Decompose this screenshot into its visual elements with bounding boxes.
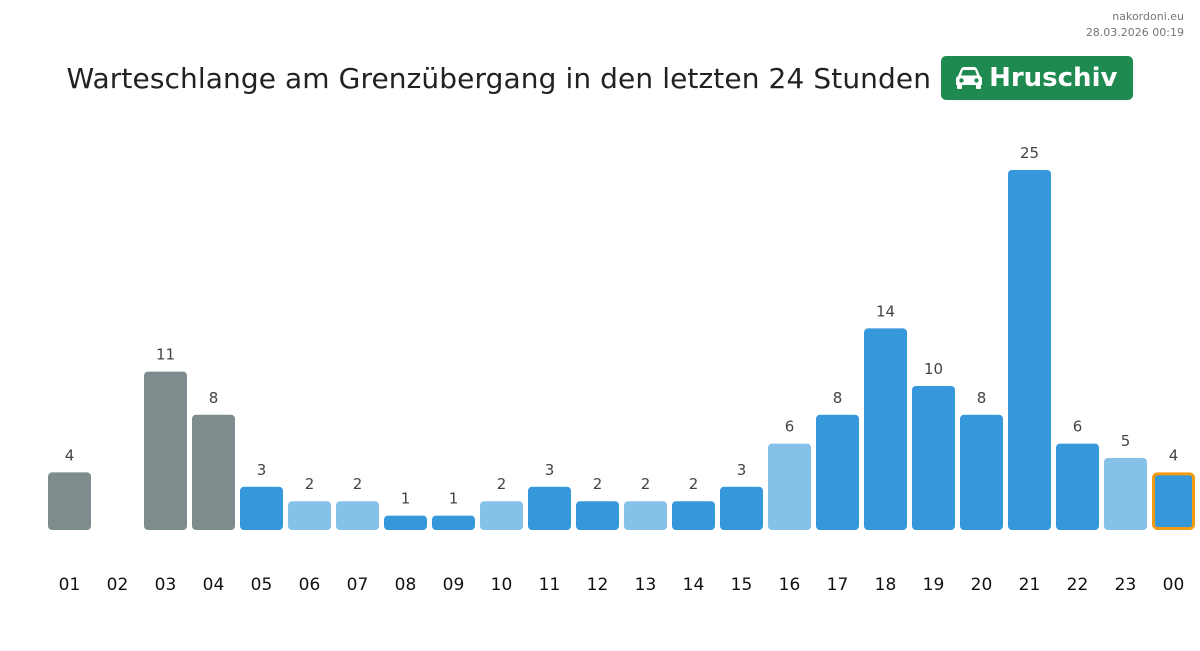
- value-label-16: 6: [785, 418, 795, 436]
- value-label-21: 25: [1020, 144, 1039, 162]
- title-row: Warteschlange am Grenzübergang in den le…: [0, 56, 1200, 100]
- tick-label-08: 08: [395, 575, 417, 595]
- value-label-09: 1: [449, 490, 459, 508]
- bar-05: [240, 486, 283, 530]
- value-label-18: 14: [876, 302, 895, 320]
- tick-label-21: 21: [1019, 575, 1041, 595]
- value-label-06: 2: [305, 475, 315, 493]
- value-label-12: 2: [593, 475, 603, 493]
- bar-11: [528, 486, 571, 530]
- value-label-04: 8: [209, 389, 219, 407]
- value-label-00: 4: [1169, 446, 1179, 464]
- tick-label-16: 16: [779, 575, 801, 595]
- bar-06: [288, 501, 331, 530]
- value-label-20: 8: [977, 389, 987, 407]
- value-label-13: 2: [641, 475, 651, 493]
- bar-21: [1008, 170, 1051, 530]
- tick-label-10: 10: [491, 575, 513, 595]
- tick-label-12: 12: [587, 575, 609, 595]
- bar-16: [768, 443, 811, 530]
- bar-20: [960, 414, 1003, 530]
- bar-14: [672, 501, 715, 530]
- value-label-14: 2: [689, 475, 699, 493]
- bar-03: [144, 371, 187, 530]
- value-label-17: 8: [833, 389, 843, 407]
- tick-label-02: 02: [107, 575, 129, 595]
- bar-08: [384, 515, 427, 530]
- tick-label-05: 05: [251, 575, 273, 595]
- tick-label-15: 15: [731, 575, 753, 595]
- bar-10: [480, 501, 523, 530]
- tick-label-07: 07: [347, 575, 369, 595]
- tick-label-23: 23: [1115, 575, 1137, 595]
- bar-23: [1104, 458, 1147, 530]
- bar-18: [864, 328, 907, 530]
- bar-07: [336, 501, 379, 530]
- bar-13: [624, 501, 667, 530]
- tick-label-18: 18: [875, 575, 897, 595]
- value-label-07: 2: [353, 475, 363, 493]
- tick-label-11: 11: [539, 575, 561, 595]
- value-label-15: 3: [737, 461, 747, 479]
- credit-site: nakordoni.eu: [1112, 10, 1184, 23]
- tick-label-09: 09: [443, 575, 465, 595]
- chart-title: Warteschlange am Grenzübergang in den le…: [66, 61, 932, 95]
- tick-label-20: 20: [971, 575, 993, 595]
- value-label-23: 5: [1121, 432, 1131, 450]
- tick-label-22: 22: [1067, 575, 1089, 595]
- bar-19: [912, 386, 955, 530]
- bar-17: [816, 414, 859, 530]
- tick-label-14: 14: [683, 575, 705, 595]
- value-label-19: 10: [924, 360, 943, 378]
- value-label-03: 11: [156, 346, 175, 364]
- tick-label-06: 06: [299, 575, 321, 595]
- tick-label-17: 17: [827, 575, 849, 595]
- value-label-08: 1: [401, 490, 411, 508]
- tick-label-01: 01: [59, 575, 81, 595]
- bar-22: [1056, 443, 1099, 530]
- tick-label-03: 03: [155, 575, 177, 595]
- bar-04: [192, 414, 235, 530]
- bar-12: [576, 501, 619, 530]
- credit-timestamp: 28.03.2026 00:19: [1085, 26, 1184, 39]
- bar-00: [1152, 472, 1195, 530]
- value-label-01: 4: [65, 446, 75, 464]
- value-label-05: 3: [257, 461, 267, 479]
- bar-09: [432, 515, 475, 530]
- tick-label-04: 04: [203, 575, 225, 595]
- badge-label: Hruschiv: [989, 63, 1118, 93]
- car-icon: [956, 67, 983, 89]
- bar-15: [720, 486, 763, 530]
- tick-label-00: 00: [1163, 575, 1185, 595]
- tick-label-13: 13: [635, 575, 657, 595]
- bar-01: [48, 472, 91, 530]
- value-label-22: 6: [1073, 418, 1083, 436]
- credit: nakordoni.eu 28.03.2026 00:19: [1086, 9, 1184, 41]
- value-label-10: 2: [497, 475, 507, 493]
- value-label-11: 3: [545, 461, 555, 479]
- tick-label-19: 19: [923, 575, 945, 595]
- crossing-badge: Hruschiv: [941, 56, 1134, 100]
